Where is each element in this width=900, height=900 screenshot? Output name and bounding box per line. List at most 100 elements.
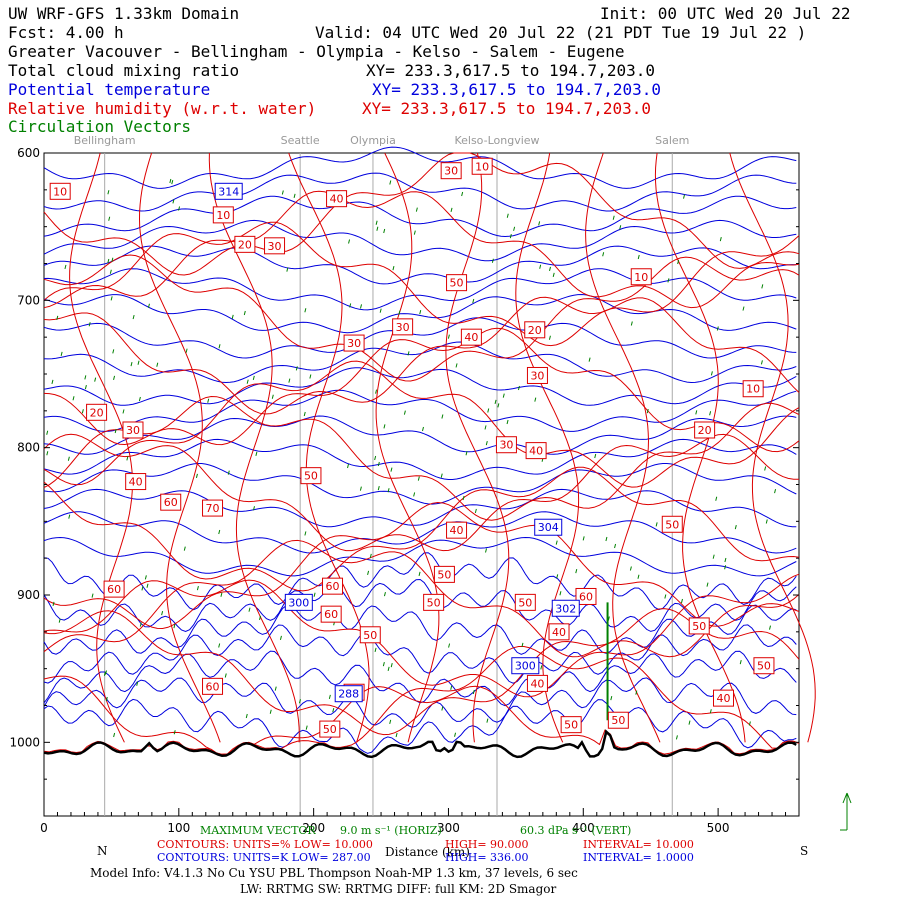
rh-label: 50 (323, 723, 337, 736)
theta-contour (43, 195, 797, 238)
circulation-vector (243, 310, 246, 316)
circulation-vector (415, 207, 418, 212)
circulation-vector (196, 585, 199, 591)
circulation-vector (46, 451, 49, 456)
circulation-vector (105, 696, 108, 702)
rh-contour (138, 152, 221, 743)
rh-label: 40 (717, 692, 731, 705)
location-labels: Bellingham Seattle Olympia Kelso-Longview Sa… (74, 134, 690, 147)
circulation-vector (680, 598, 683, 604)
circulation-vector (484, 425, 487, 430)
circulation-vector (68, 514, 71, 519)
circulation-vector (348, 239, 351, 244)
circulation-vector (293, 193, 296, 198)
circulation-vector (602, 252, 605, 257)
circulation-vector (710, 371, 713, 376)
circulation-vector (137, 360, 140, 365)
circulation-vector (173, 730, 176, 735)
circulation-vector (144, 575, 147, 580)
theta-contour-interval: INTERVAL= 1.0000 (583, 851, 694, 864)
circulation-vector (91, 593, 94, 598)
rh-label: 50 (437, 568, 451, 581)
circulation-vector (637, 254, 640, 260)
rh-label: 40 (450, 524, 464, 537)
rh-label-box (495, 436, 517, 454)
circulation-vector (109, 269, 112, 274)
circulation-vector (375, 389, 378, 394)
circulation-vector (259, 615, 262, 620)
circulation-vector (248, 607, 251, 612)
theta-contour (43, 438, 797, 480)
rh-contour (43, 608, 800, 736)
rh-contour (43, 327, 800, 453)
circulation-vector (447, 334, 450, 339)
rh-label: 60 (324, 608, 338, 621)
rh-label: 30 (499, 439, 513, 452)
circulation-vector (538, 221, 541, 226)
circulation-vector (765, 519, 768, 524)
location-label: Salem (655, 134, 689, 147)
circulation-vector (375, 220, 378, 225)
circulation-vector (417, 476, 420, 481)
circulation-vector (419, 309, 422, 315)
circulation-vector (742, 306, 745, 311)
valid-time: Valid: 04 UTC Wed 20 Jul 22 (21 PDT Tue … (315, 23, 806, 42)
theta-contour (43, 677, 797, 728)
theta-label: 300 (515, 660, 536, 673)
theta-label: 288 (338, 688, 359, 701)
circulation-vector (440, 473, 443, 478)
field-cloud-xy: XY= 233.3,617.5 to 194.7,203.0 (366, 61, 655, 80)
rh-label-box (753, 657, 775, 675)
circulation-vector (485, 548, 487, 553)
rh-contour-interval: INTERVAL= 10.000 (583, 838, 694, 851)
circulation-vector (218, 529, 221, 535)
circulation-vector (521, 642, 524, 648)
rh-contour (43, 433, 799, 552)
rh-label: 30 (444, 165, 458, 178)
circulation-vector (461, 191, 464, 197)
circulation-vector (494, 399, 497, 404)
circulation-vector (389, 719, 392, 725)
circulation-vector (288, 378, 291, 383)
rh-label: 20 (90, 406, 104, 419)
rh-label: 40 (330, 193, 344, 206)
circulation-vector (724, 557, 727, 563)
circulation-vector (422, 426, 424, 432)
circulation-vector (220, 592, 223, 597)
rh-label-box (661, 515, 683, 533)
circulation-vector (486, 718, 489, 723)
rh-label-box (514, 593, 536, 611)
rh-label: 40 (464, 331, 478, 344)
circulation-vector (377, 461, 380, 467)
circulation-vector (683, 194, 686, 199)
rh-label-box (202, 677, 224, 695)
rh-label-box (320, 605, 342, 623)
circulation-vector (313, 592, 316, 597)
model-info-2: LW: RRTMG SW: RRTMG DIFF: full KM: 2D Sm… (240, 882, 556, 896)
circulation-vector (84, 384, 87, 390)
circulation-vector (60, 351, 63, 357)
circulation-vector (485, 440, 488, 446)
rh-label: 60 (164, 496, 178, 509)
circulation-vector (51, 379, 54, 385)
rh-contour (43, 466, 800, 592)
circulation-vector (534, 397, 537, 402)
circulation-vector (655, 522, 658, 527)
theta-contour (43, 488, 797, 528)
circulation-vector (252, 506, 255, 511)
circulation-vector (454, 732, 457, 737)
field-theta-xy: XY= 233.3,617.5 to 194.7,203.0 (372, 80, 661, 99)
theta-contour (43, 389, 797, 432)
circulation-vector (374, 647, 377, 652)
theta-label: 304 (538, 521, 559, 534)
circulation-vector (349, 303, 352, 308)
rh-contour (43, 646, 800, 755)
circulation-vector (392, 266, 395, 271)
theta-contour (43, 172, 797, 212)
region-title: Greater Vacouver - Bellingham - Olympia … (8, 42, 625, 61)
rh-contour (43, 395, 800, 521)
circulation-vector (64, 264, 67, 270)
circulation-vector (161, 611, 164, 616)
theta-contour (43, 341, 797, 384)
